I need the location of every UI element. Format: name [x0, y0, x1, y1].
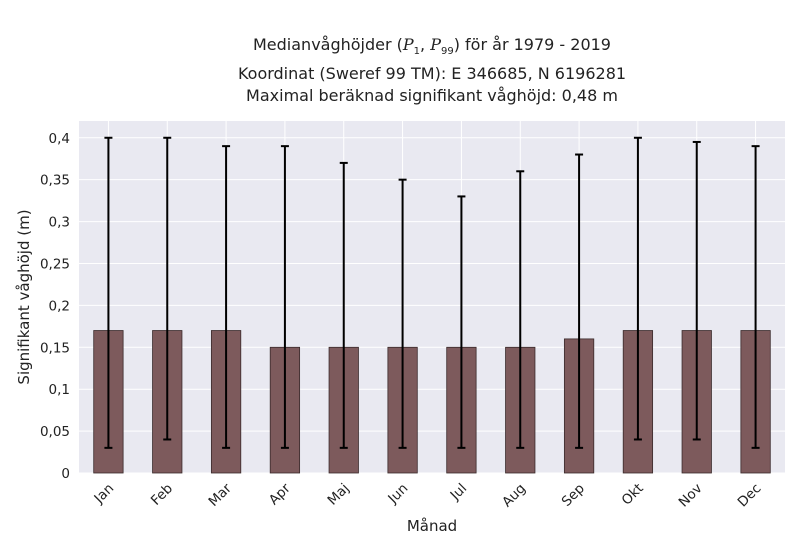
y-axis-ticks: 0 0,05 0,1 0,15 0,2 0,25 0,3 0,35 0,4: [40, 131, 70, 482]
y-tick-label: 0,4: [49, 131, 70, 147]
title-line-2: Koordinat (Sweref 99 TM): E 346685, N 61…: [237, 64, 627, 84]
y-tick-label: 0,1: [49, 382, 70, 398]
x-tick-label-feb: Feb: [148, 481, 176, 509]
title-separator: ,: [420, 35, 431, 54]
p99-subscript: 99: [440, 46, 454, 58]
error-bar-maj: [339, 161, 348, 449]
error-bar-jun: [398, 178, 407, 449]
error-bar-jan: [104, 136, 113, 449]
y-tick-label: 0,15: [40, 340, 70, 356]
x-tick-label-sep: Sep: [559, 481, 588, 510]
error-bar-feb: [163, 136, 172, 441]
p99-symbol: P: [430, 35, 441, 54]
y-tick-label: 0,05: [40, 424, 70, 440]
x-axis-label: Månad: [407, 517, 457, 535]
x-tick-label-dec: Dec: [735, 481, 765, 511]
x-tick-label-aug: Aug: [499, 481, 529, 511]
error-bar-apr: [280, 145, 289, 449]
y-tick-label: 0,3: [49, 215, 70, 231]
error-bar-jul: [457, 195, 466, 449]
error-bar-okt: [633, 136, 642, 441]
error-bar-dec: [751, 145, 760, 449]
x-tick-label-jan: Jan: [91, 481, 118, 508]
x-tick-label-maj: Maj: [325, 481, 353, 509]
y-tick-label: 0,2: [49, 298, 70, 314]
p1-subscript: 1: [413, 46, 421, 58]
y-axis-label: Signifikant våghöjd (m): [15, 209, 33, 384]
x-tick-label-nov: Nov: [676, 481, 706, 511]
title-suffix: ) för år 1979 - 2019: [453, 35, 611, 54]
error-bar-mar: [222, 145, 231, 449]
y-tick-label: 0,35: [40, 173, 70, 189]
plot-area: [79, 121, 785, 473]
x-tick-label-jun: Jun: [384, 481, 411, 508]
y-tick-label: 0: [61, 466, 70, 482]
title-line-3: Maximal beräknad signifikant våghöjd: 0,…: [246, 86, 618, 106]
x-axis-ticks: Jan Feb Mar Apr Maj Jun Jul Aug Sep Okt Nov Dec: [91, 480, 765, 510]
x-tick-label-jul: Jul: [447, 481, 471, 505]
error-bar-sep: [575, 153, 584, 449]
error-bars: [104, 136, 760, 449]
x-tick-label-apr: Apr: [266, 480, 294, 508]
x-tick-label-mar: Mar: [206, 480, 236, 510]
p1-symbol: P: [402, 35, 414, 54]
title-prefix: Medianvåghöjder (: [253, 35, 403, 54]
error-bar-aug: [516, 170, 525, 449]
y-tick-label: 0,25: [40, 256, 70, 272]
title-line-1: Medianvåghöjder (P1, P99) för år 1979 - …: [0, 34, 800, 63]
x-tick-label-okt: Okt: [619, 481, 647, 509]
error-bar-nov: [692, 140, 701, 441]
chart-title: Medianvåghöjder (P1, P99) för år 1979 - …: [0, 34, 800, 107]
